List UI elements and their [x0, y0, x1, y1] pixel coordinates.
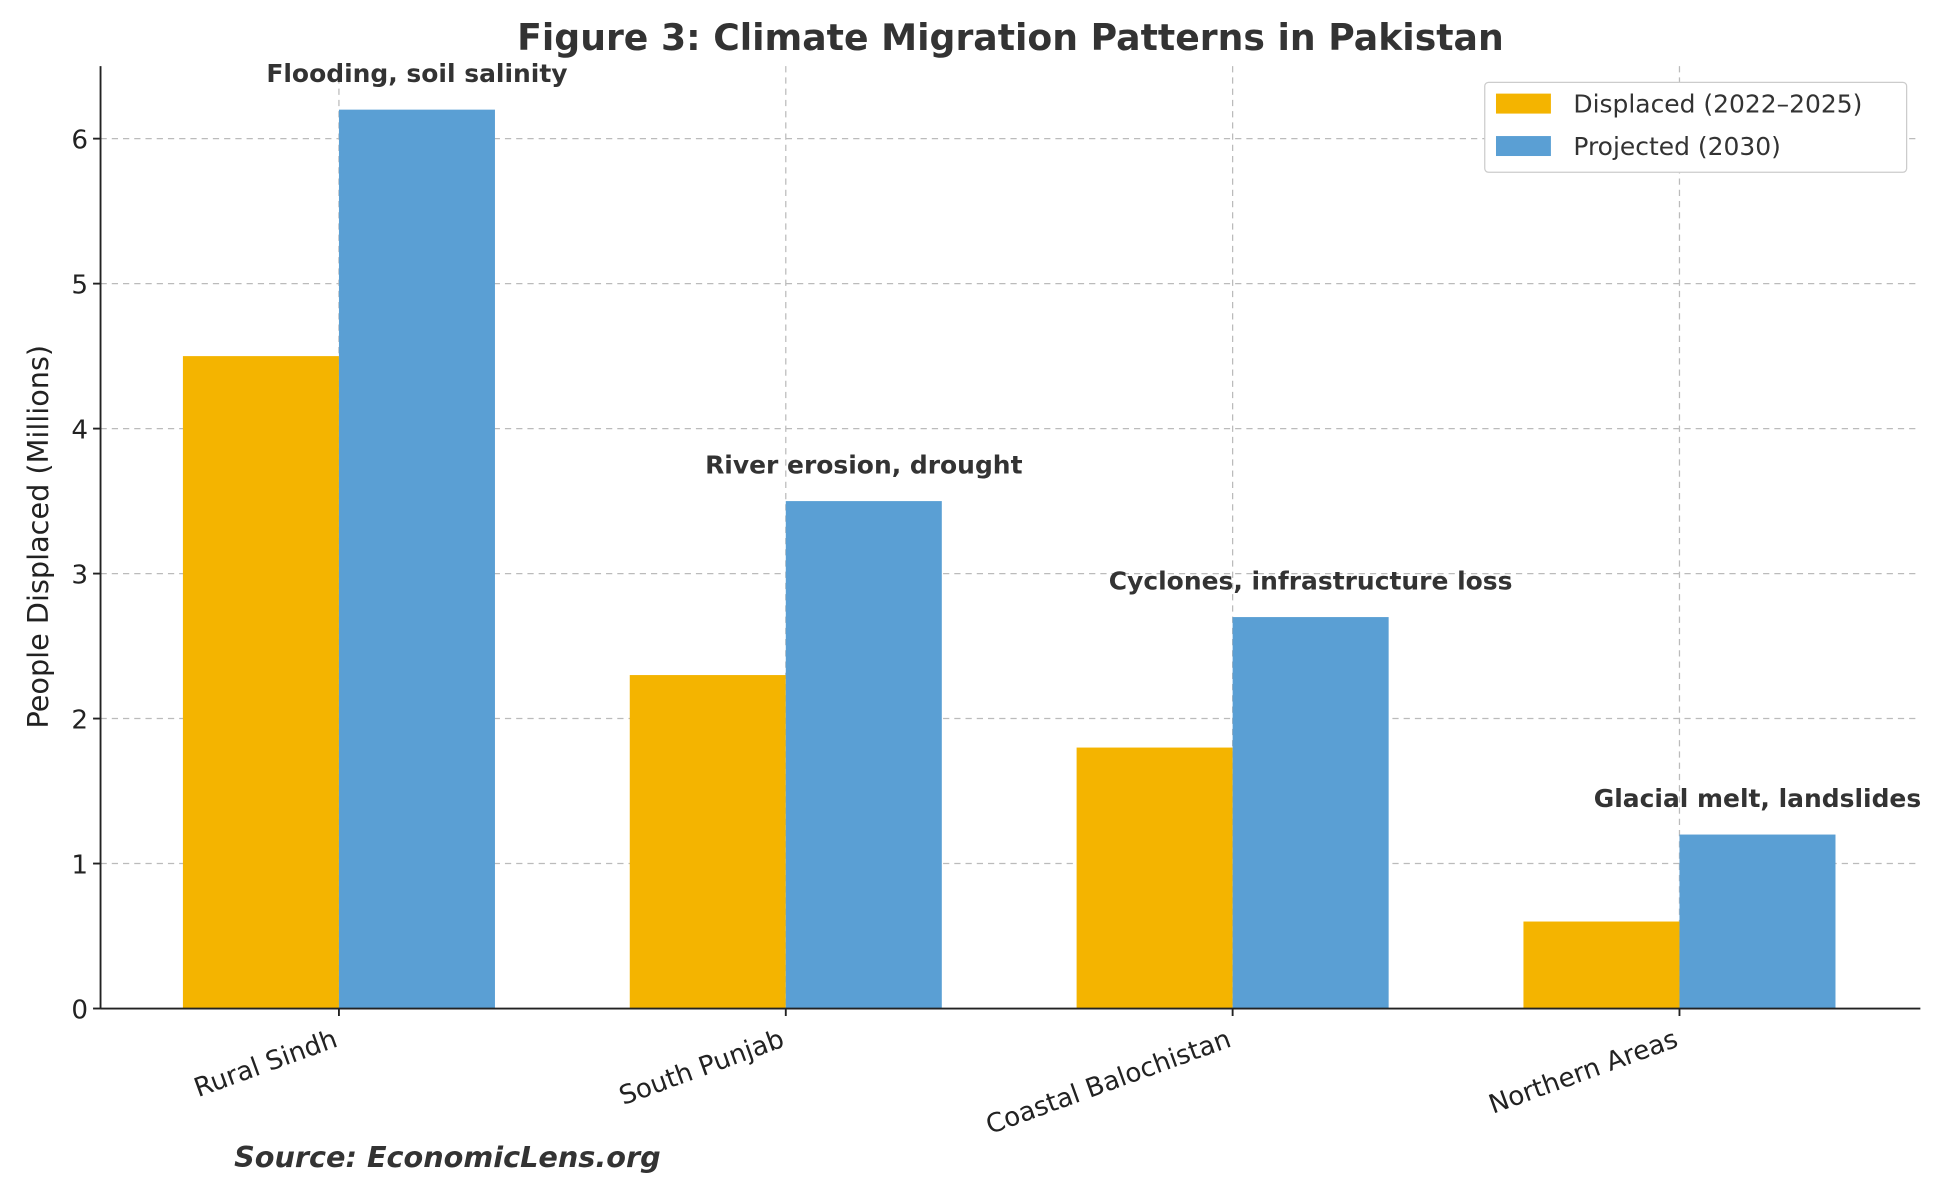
bar-projected [338, 109, 495, 1009]
legend-frame [1484, 81, 1908, 173]
bar-displaced [1523, 921, 1680, 1009]
y-tick-label: 6 [71, 126, 88, 156]
bars [182, 109, 1836, 1009]
y-tick-label: 0 [71, 996, 88, 1026]
x-tick-label: Rural Sindh [190, 1024, 341, 1103]
annotations: Flooding, soil salinity River erosion, dr… [266, 59, 1921, 813]
chart-title: Figure 3: Climate Migration Patterns in … [517, 16, 1504, 59]
source-note: Source: EconomicLens.org [234, 1140, 661, 1174]
legend-swatch-projected [1495, 136, 1551, 157]
annotation-label: Glacial melt, landslides [1594, 784, 1922, 813]
y-tick-label: 4 [71, 416, 88, 446]
x-tick-label: South Punjab [615, 1024, 788, 1111]
bar-projected [1679, 834, 1836, 1009]
annotation-label: Flooding, soil salinity [266, 59, 567, 88]
annotation-label: River erosion, drought [705, 451, 1023, 480]
x-tick-label: Northern Areas [1485, 1024, 1682, 1120]
legend-label-displaced: Displaced (2022–2025) [1573, 89, 1862, 118]
annotation-label: Cyclones, infrastructure loss [1109, 567, 1513, 596]
bar-projected [1232, 617, 1389, 1009]
x-tick-label: Coastal Balochistan [982, 1024, 1235, 1141]
y-tick-label: 3 [71, 561, 88, 591]
bar-displaced [629, 675, 786, 1009]
y-tick-label: 2 [71, 706, 88, 736]
y-tick-label: 1 [71, 851, 88, 881]
y-axis-label: People Displaced (Millions) [21, 345, 55, 729]
bar-projected [785, 501, 942, 1009]
legend-swatch-displaced [1495, 93, 1551, 114]
y-tick-label: 5 [71, 271, 88, 301]
bar-displaced [1076, 747, 1233, 1009]
legend: Displaced (2022–2025) Projected (2030) [1484, 81, 1908, 173]
legend-label-projected: Projected (2030) [1573, 132, 1780, 161]
bar-displaced [182, 356, 339, 1009]
